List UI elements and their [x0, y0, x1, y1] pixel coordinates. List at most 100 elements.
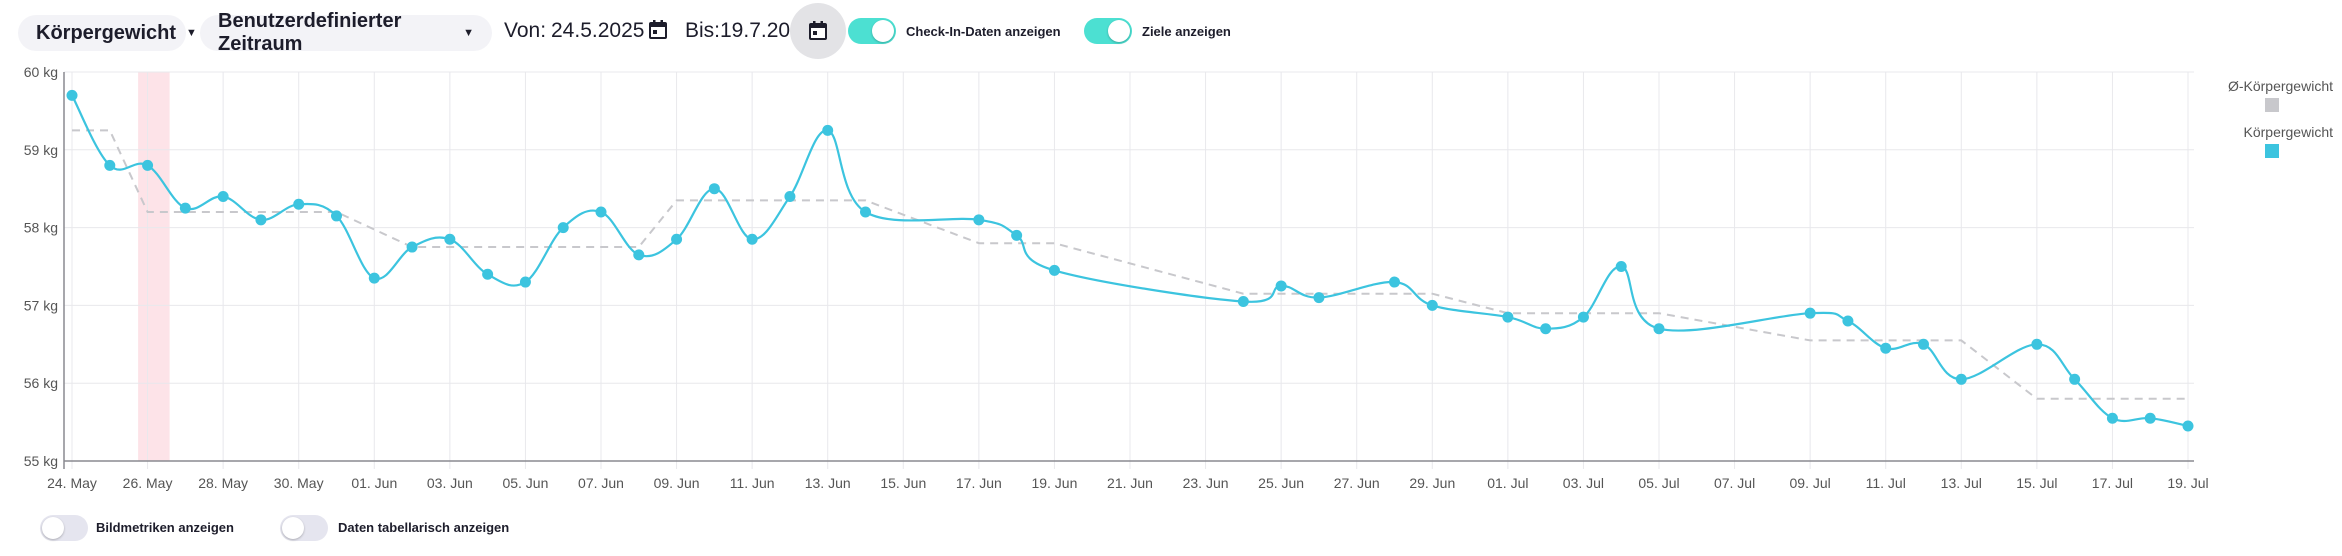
- x-tick-label: 13. Jun: [805, 475, 851, 491]
- weight-line: [71, 94, 2189, 428]
- x-tick-label: 21. Jun: [1107, 475, 1153, 491]
- data-point: [1615, 261, 1627, 272]
- data-point: [217, 190, 229, 202]
- data-point: [1577, 311, 1589, 323]
- x-tick-label: 23. Jun: [1183, 475, 1229, 491]
- data-point: [671, 233, 683, 245]
- x-tick-label: 29. Jun: [1409, 475, 1455, 491]
- metric-dropdown[interactable]: Körpergewicht ▼: [18, 15, 197, 51]
- data-point: [179, 202, 191, 214]
- y-tick-label: 56 kg: [24, 375, 58, 391]
- x-tick-label: 05. Jun: [502, 475, 548, 491]
- x-tick-label: 30. May: [274, 475, 324, 491]
- data-point: [822, 124, 834, 136]
- legend-label-average: Ø-Körpergewicht: [2228, 78, 2333, 94]
- x-tick-label: 13. Jul: [1941, 475, 1982, 491]
- data-point: [1502, 311, 1514, 323]
- x-tick-label: 15. Jun: [880, 475, 926, 491]
- calendar-icon[interactable]: [807, 20, 829, 42]
- highlight-range: [138, 72, 170, 461]
- data-point: [633, 249, 645, 261]
- data-point: [1880, 342, 1892, 354]
- data-point: [860, 206, 871, 218]
- data-point: [1313, 292, 1325, 304]
- y-tick-label: 55 kg: [24, 453, 58, 469]
- y-tick-label: 60 kg: [24, 64, 58, 80]
- y-tick-label: 59 kg: [24, 142, 58, 158]
- x-tick-label: 24. May: [47, 475, 97, 491]
- legend: Ø-Körpergewicht Körpergewicht: [2228, 78, 2333, 158]
- data-point: [2031, 338, 2043, 350]
- data-point: [368, 272, 380, 284]
- data-point: [1955, 373, 1967, 385]
- chevron-down-icon: ▼: [463, 27, 474, 39]
- data-point: [293, 198, 305, 210]
- x-tick-label: 19. Jun: [1031, 475, 1077, 491]
- x-tick-label: 05. Jul: [1638, 475, 1679, 491]
- range-dropdown-label: Benutzerdefinierter Zeitraum: [218, 10, 402, 55]
- data-point: [1426, 299, 1438, 311]
- data-point: [784, 190, 796, 202]
- table-view-toggle[interactable]: [280, 515, 328, 541]
- x-tick-label: 17. Jun: [956, 475, 1002, 491]
- x-tick-label: 11. Jun: [730, 475, 775, 491]
- data-point: [2106, 412, 2118, 424]
- data-point: [1804, 307, 1816, 319]
- data-point: [746, 233, 758, 245]
- data-point: [1011, 229, 1023, 241]
- data-point: [255, 214, 267, 226]
- data-point: [1842, 315, 1854, 327]
- data-point: [973, 214, 985, 226]
- y-tick-label: 58 kg: [24, 220, 58, 236]
- x-tick-label: 28. May: [198, 475, 248, 491]
- x-tick-label: 17. Jul: [2092, 475, 2133, 491]
- toolbar: Körpergewicht ▼ Benutzerdefinierter Zeit…: [0, 0, 2342, 66]
- data-point: [519, 276, 531, 288]
- x-tick-label: 03. Jul: [1563, 475, 1604, 491]
- calendar-icon[interactable]: [647, 19, 669, 41]
- data-point: [482, 268, 494, 280]
- x-tick-label: 07. Jun: [578, 475, 624, 491]
- image-metrics-toggle[interactable]: [40, 515, 88, 541]
- legend-swatch-average: [2265, 98, 2279, 112]
- data-point: [2182, 420, 2194, 432]
- x-tick-label: 07. Jul: [1714, 475, 1755, 491]
- x-tick-label: 26. May: [123, 475, 173, 491]
- data-point: [557, 222, 569, 234]
- data-point: [2144, 412, 2156, 424]
- x-tick-label: 03. Jun: [427, 475, 473, 491]
- to-label: Bis:: [685, 19, 721, 42]
- checkin-toggle[interactable]: [848, 18, 896, 44]
- goals-toggle[interactable]: [1084, 18, 1132, 44]
- range-dropdown[interactable]: Benutzerdefinierter Zeitraum ▼: [200, 10, 492, 55]
- chevron-down-icon: ▼: [186, 27, 197, 39]
- data-point: [66, 89, 78, 101]
- data-point: [2069, 373, 2081, 385]
- legend-label-weight: Körpergewicht: [2244, 124, 2334, 140]
- y-tick-label: 57 kg: [24, 297, 58, 313]
- from-label: Von:: [504, 19, 547, 42]
- data-point: [142, 159, 154, 171]
- data-point: [708, 183, 720, 195]
- data-point: [1918, 338, 1929, 350]
- goals-toggle-label: Ziele anzeigen: [1142, 24, 1231, 39]
- data-point: [444, 233, 456, 245]
- data-point: [1540, 323, 1552, 335]
- data-point: [595, 206, 607, 218]
- data-point: [1275, 280, 1287, 292]
- data-point: [1653, 323, 1665, 335]
- from-date-value: 24.5.2025: [551, 19, 645, 42]
- data-point: [1237, 296, 1249, 308]
- x-tick-label: 27. Jun: [1334, 475, 1380, 491]
- x-tick-label: 19. Jul: [2167, 475, 2208, 491]
- data-point: [1389, 276, 1400, 288]
- data-point: [406, 241, 418, 253]
- data-point: [331, 210, 342, 222]
- legend-swatch-weight: [2265, 144, 2279, 158]
- data-point: [1048, 264, 1060, 276]
- data-point: [104, 159, 116, 171]
- x-tick-label: 25. Jun: [1258, 475, 1304, 491]
- image-metrics-toggle-label: Bildmetriken anzeigen: [96, 520, 234, 535]
- x-tick-label: 01. Jun: [351, 475, 397, 491]
- x-tick-label: 09. Jul: [1790, 475, 1831, 491]
